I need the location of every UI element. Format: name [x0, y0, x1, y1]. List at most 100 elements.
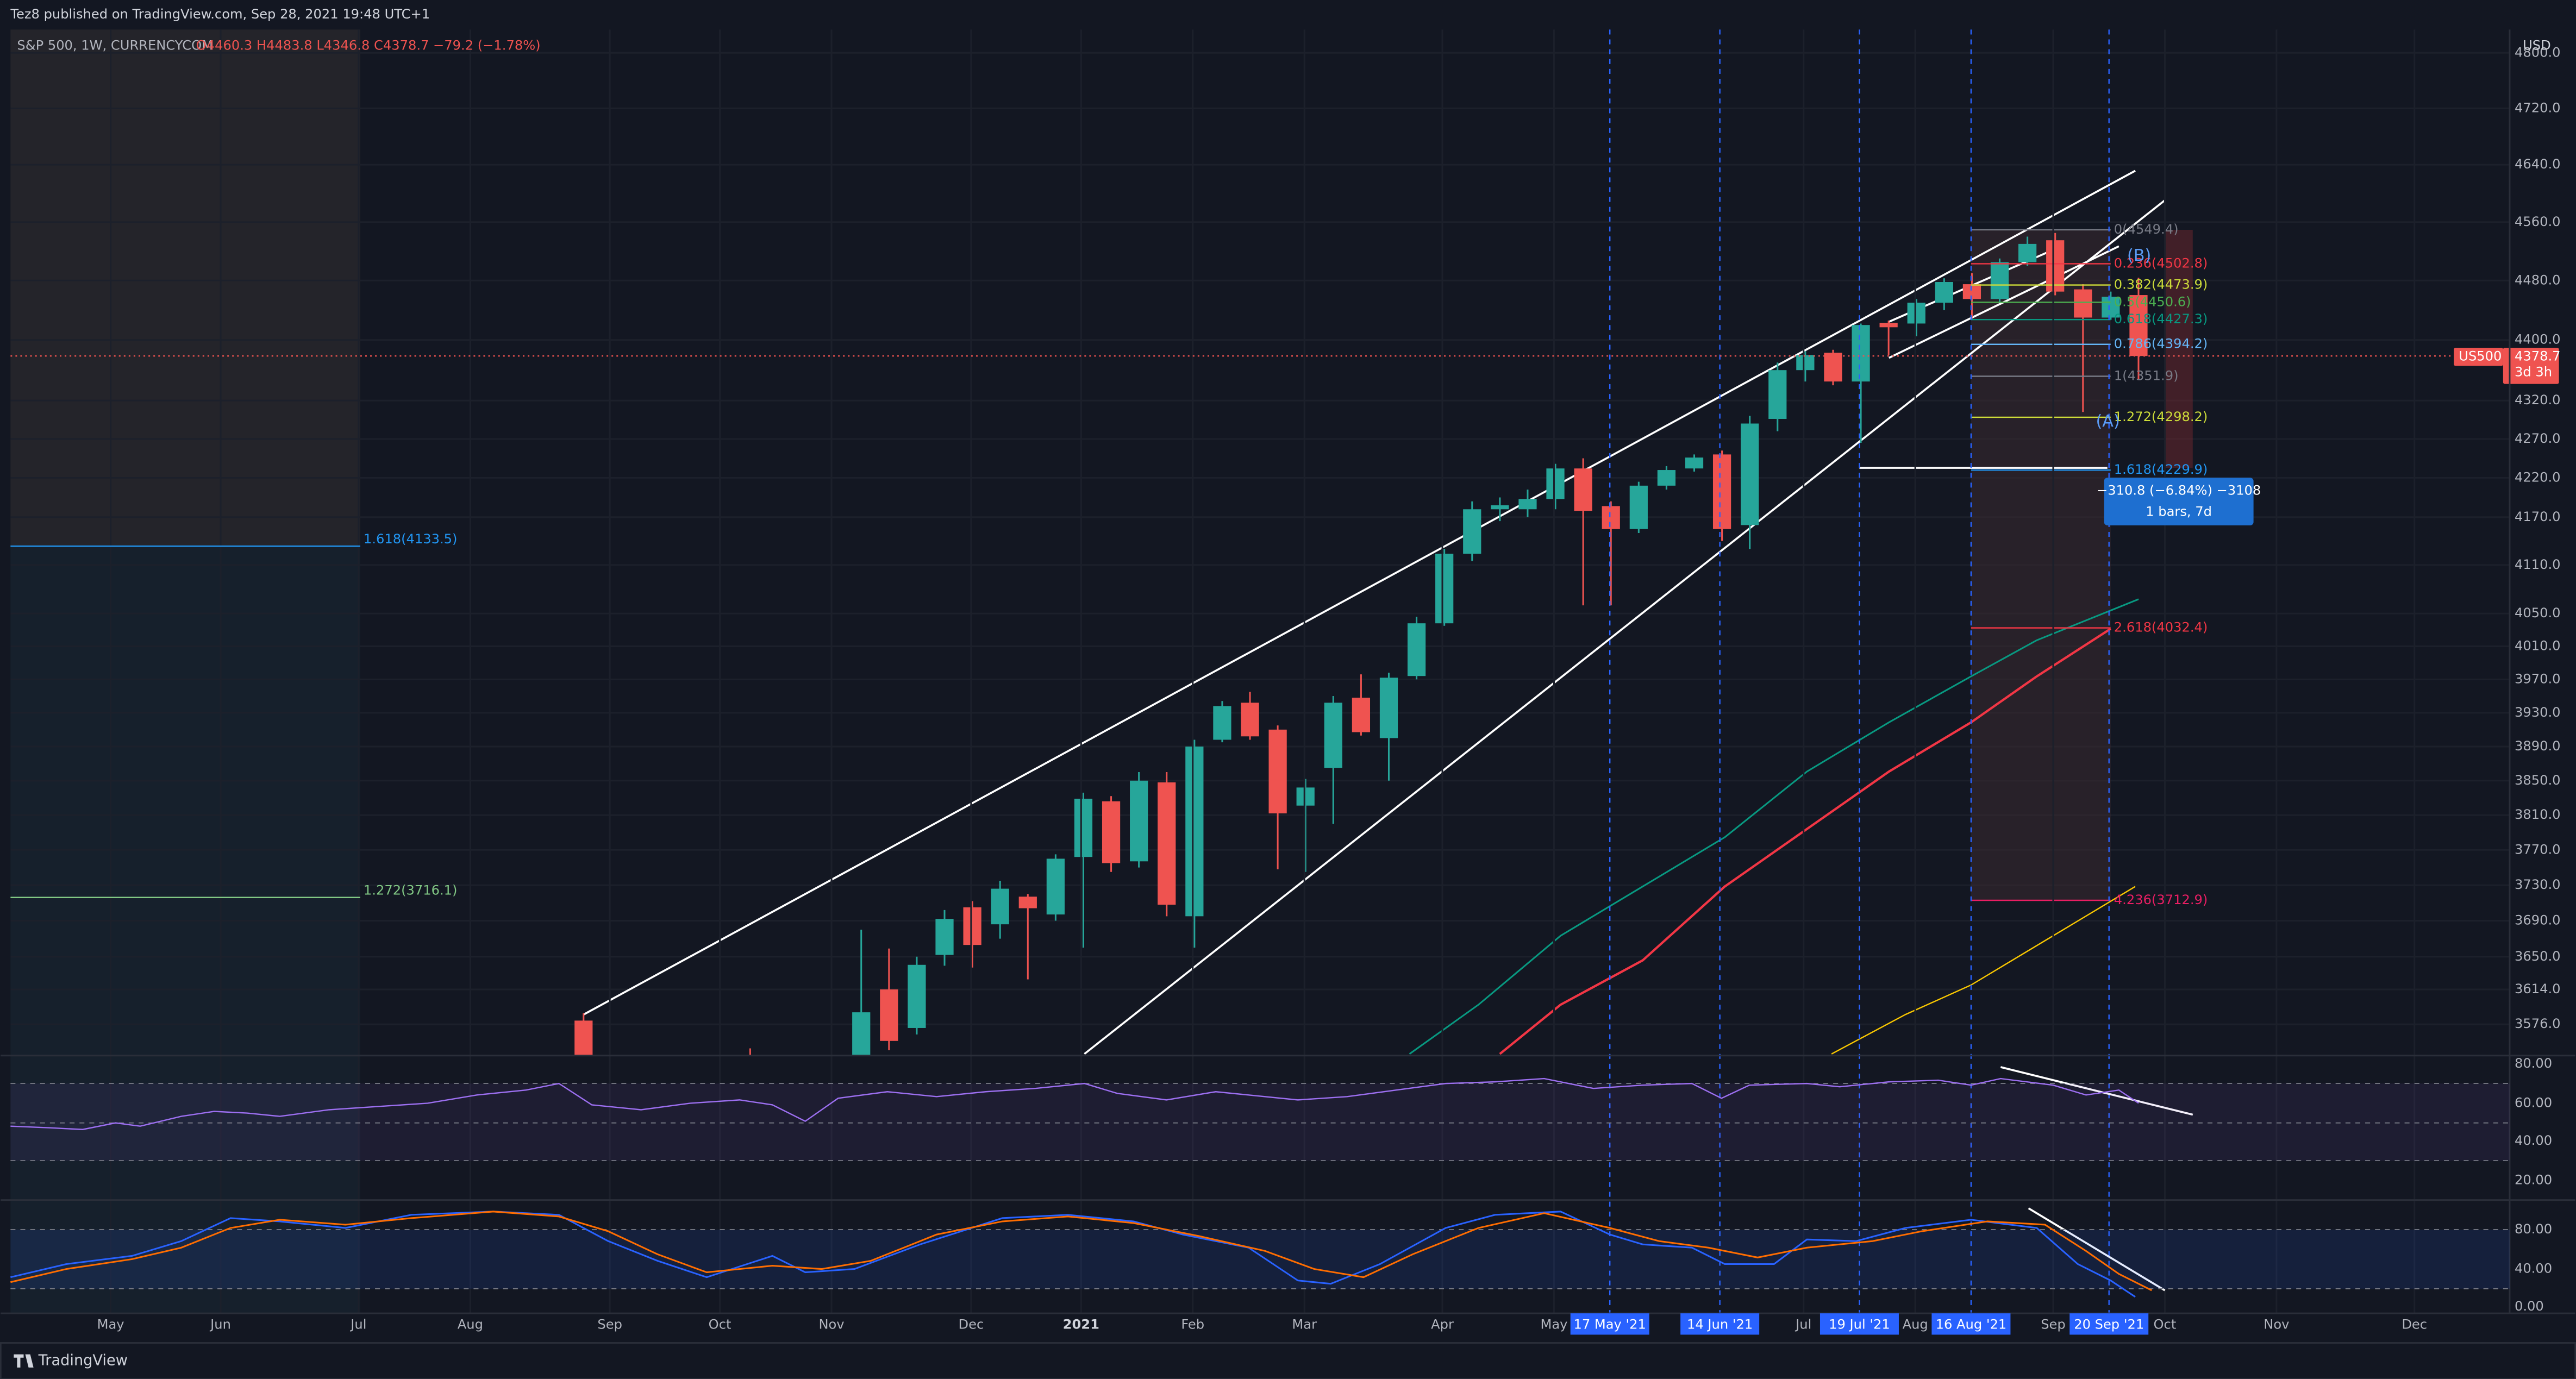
fib-label: 0.382(4473.9) [2114, 277, 2208, 292]
month-label: Jul [349, 1317, 366, 1332]
candle-body [1518, 499, 1537, 510]
y-tick-label: 3810.0 [2515, 807, 2561, 822]
candle-body [1046, 858, 1065, 915]
candle-body [1935, 282, 1953, 303]
candle-body [2102, 297, 2120, 318]
date-badge [1820, 1313, 1899, 1335]
date-badge-text: 17 May '21 [1573, 1317, 1646, 1332]
stoch-d [10, 1211, 2152, 1292]
candle-body [1407, 623, 1426, 676]
month-label: Apr [1431, 1317, 1454, 1332]
ma-green [1409, 598, 2139, 1055]
month-label: 2021 [1063, 1317, 1099, 1332]
shade-top [10, 29, 360, 547]
measure-box [2104, 478, 2254, 525]
stoch-band [10, 1230, 2510, 1289]
month-label: Dec [958, 1317, 984, 1332]
y-tick-label: 4170.0 [2515, 509, 2561, 524]
candle-body [1602, 506, 1620, 529]
month-label: May [1540, 1317, 1567, 1332]
candle-body [2129, 295, 2148, 356]
candle-body [935, 919, 954, 955]
candle-body [2074, 289, 2092, 318]
trend-line [1084, 199, 2166, 1055]
stoch-axis-label: 80.00 [2515, 1221, 2552, 1237]
candle-body [1268, 729, 1287, 814]
fib-label: 1.618(4229.9) [2114, 462, 2208, 477]
ticker-tag [2454, 348, 2503, 366]
ma-red [1499, 628, 2111, 1055]
date-badge [1680, 1313, 1760, 1335]
candle-body [1768, 370, 1787, 419]
y-tick-label: 3614.0 [2515, 981, 2561, 996]
fib-label: 0.786(4394.2) [2114, 336, 2208, 352]
date-badge [2069, 1313, 2149, 1335]
trend-line [2028, 1207, 2166, 1292]
y-tick-label: 4010.0 [2515, 638, 2561, 653]
stoch-axis-label: 40.00 [2515, 1261, 2552, 1276]
rsi-axis-label: 20.00 [2515, 1172, 2552, 1187]
y-tick-label: 3890.0 [2515, 738, 2561, 754]
fib-label: 0.236(4502.8) [2114, 255, 2208, 271]
candle-body [1824, 353, 1842, 382]
candle-body [1629, 485, 1648, 529]
rsi-axis-label: 80.00 [2515, 1056, 2552, 1071]
fib-label: 1.272(3716.1) [364, 883, 458, 898]
y-tick-label: 4110.0 [2515, 557, 2561, 572]
y-tick-label: 4560.0 [2515, 214, 2561, 229]
rsi-band [10, 1083, 2510, 1161]
price-pane [10, 52, 2510, 1056]
countdown-text: 3d 3h [2515, 364, 2552, 379]
candle-body [1574, 468, 1592, 511]
wave-label: (B) [2127, 246, 2151, 265]
candle-body [1852, 325, 1870, 382]
measure-change: −310.8 (−6.84%) −3108 [2097, 482, 2261, 498]
candle-body [1158, 782, 1176, 905]
y-tick-label: 4720.0 [2515, 100, 2561, 115]
y-tick-label: 4270.0 [2515, 431, 2561, 446]
month-label: Aug [458, 1317, 483, 1332]
month-label: Mar [1292, 1317, 1317, 1332]
candle-body [1907, 303, 1925, 324]
candle-body [1435, 554, 1454, 624]
price-tag [2503, 348, 2559, 384]
y-tick-label: 4480.0 [2515, 272, 2561, 287]
fib-label: 4.236(3712.9) [2114, 892, 2208, 907]
fib-label: 1.618(4133.5) [364, 531, 458, 547]
candle-body [1213, 706, 1231, 740]
candle-body [1796, 355, 1815, 371]
candle-body [963, 907, 981, 945]
y-tick-label: 4800.0 [2515, 45, 2561, 60]
month-label: May [97, 1317, 124, 1332]
y-tick-label: 4220.0 [2515, 469, 2561, 485]
month-label: Oct [709, 1317, 731, 1332]
date-badge-text: 20 Sep '21 [2074, 1317, 2144, 1332]
logo-text[interactable]: TradingView [38, 1352, 128, 1369]
month-label: Nov [818, 1317, 844, 1332]
y-tick-label: 4320.0 [2515, 392, 2561, 408]
y-tick-label: 3770.0 [2515, 842, 2561, 857]
stoch-axis-label: 0.00 [2515, 1299, 2544, 1314]
candle-body [880, 989, 898, 1041]
candle-body [1018, 897, 1037, 908]
month-label: Sep [2041, 1317, 2066, 1332]
wave-label: (A) [2096, 412, 2120, 431]
candle-body [1741, 423, 1759, 525]
y-tick-label: 3930.0 [2515, 705, 2561, 720]
month-label: Oct [2154, 1317, 2177, 1332]
ticker-text: US500 [2459, 349, 2502, 364]
candle-body [1379, 678, 1398, 738]
price-text: 4378.7 [2515, 349, 2561, 364]
candle-body [574, 1020, 593, 1056]
candle-body [1185, 746, 1204, 917]
month-label: Feb [1181, 1317, 1204, 1332]
candle-body [1352, 698, 1371, 732]
candle-body [1657, 470, 1676, 486]
date-badge-text: 19 Jul '21 [1829, 1317, 1890, 1332]
candle-body [1463, 509, 1481, 554]
candle-body [1296, 787, 1315, 806]
candle-body [1990, 262, 2009, 299]
